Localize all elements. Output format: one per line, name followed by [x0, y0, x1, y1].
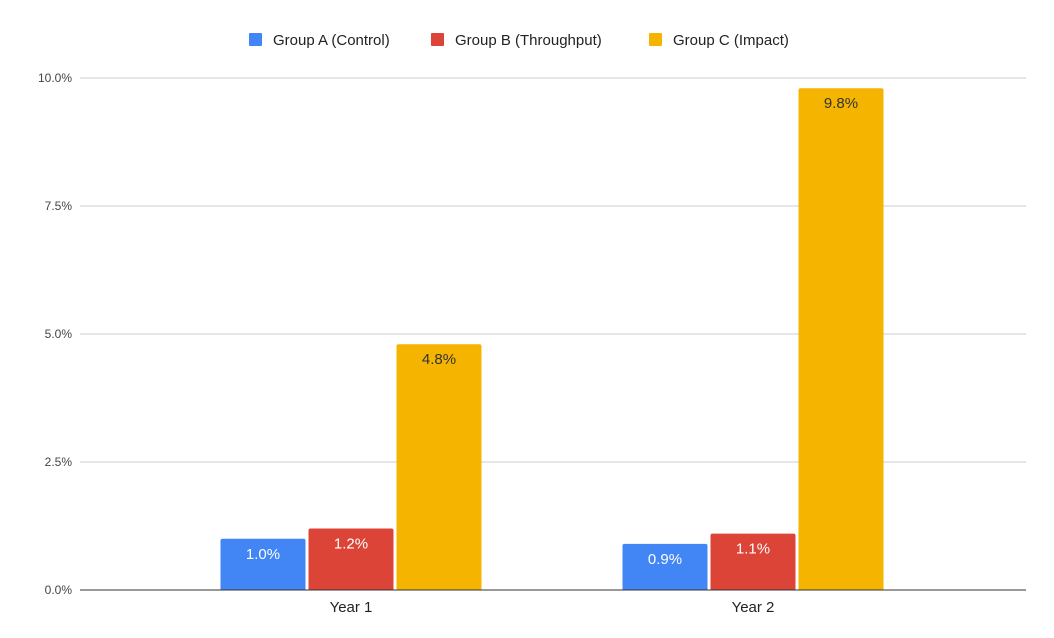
bar	[798, 88, 884, 591]
y-tick-label: 0.0%	[45, 583, 73, 597]
x-tick-label: Year 2	[732, 599, 775, 616]
data-label: 4.8%	[422, 351, 456, 368]
legend-swatch	[431, 33, 444, 46]
bar	[396, 344, 482, 590]
legend-label: Group A (Control)	[273, 32, 390, 49]
data-label: 1.1%	[736, 541, 770, 558]
bar	[622, 543, 708, 590]
x-tick-label: Year 1	[330, 599, 373, 616]
data-label: 9.8%	[824, 95, 858, 112]
bar	[220, 538, 306, 590]
y-tick-label: 7.5%	[45, 199, 73, 213]
legend-label: Group C (Impact)	[673, 32, 789, 49]
y-tick-label: 10.0%	[38, 71, 72, 85]
legend-label: Group B (Throughput)	[455, 32, 602, 49]
legend-swatch	[649, 33, 662, 46]
bar	[710, 533, 796, 590]
data-label: 0.9%	[648, 551, 682, 568]
y-tick-label: 2.5%	[45, 455, 73, 469]
bar	[308, 528, 394, 590]
data-label: 1.0%	[246, 546, 280, 563]
y-tick-label: 5.0%	[45, 327, 73, 341]
legend-swatch	[249, 33, 262, 46]
data-label: 1.2%	[334, 536, 368, 553]
